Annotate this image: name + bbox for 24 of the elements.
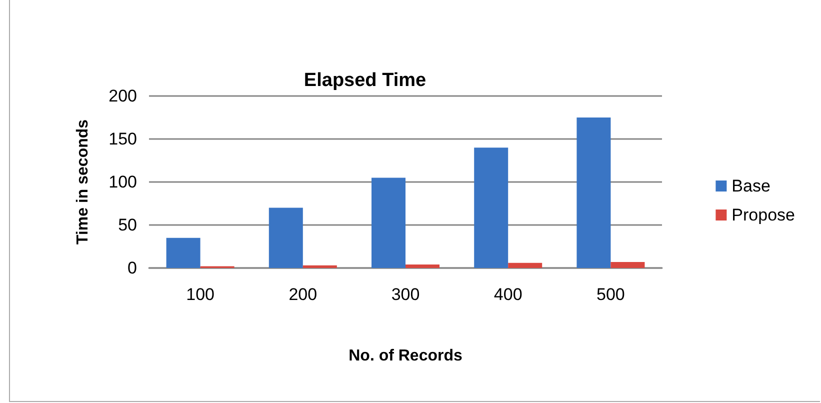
bar: [166, 238, 200, 268]
x-tick-label: 200: [288, 285, 318, 304]
bar: [474, 148, 508, 268]
chart-title: Elapsed Time: [304, 70, 426, 91]
bar: [372, 178, 406, 268]
y-axis-title: Time in seconds: [74, 119, 92, 245]
x-tick-label: 500: [596, 285, 625, 304]
x-tick-label: 300: [391, 285, 420, 304]
y-tick-label: 0: [128, 258, 137, 278]
bar: [576, 118, 611, 268]
bar: [268, 208, 303, 268]
bar: [610, 262, 645, 268]
y-tick-label: 150: [108, 130, 137, 148]
legend-label: Base: [732, 176, 770, 196]
bar: [406, 264, 440, 268]
y-tick-label: 50: [118, 216, 137, 234]
bar: [508, 262, 542, 268]
x-tick-label: 400: [494, 285, 522, 304]
x-tick-label: 100: [186, 285, 214, 304]
bar: [302, 265, 337, 268]
y-tick-label: 200: [108, 86, 137, 106]
x-axis-title: No. of Records: [348, 348, 462, 364]
y-tick-label: 100: [108, 172, 137, 192]
legend-label: Propose: [732, 206, 796, 224]
